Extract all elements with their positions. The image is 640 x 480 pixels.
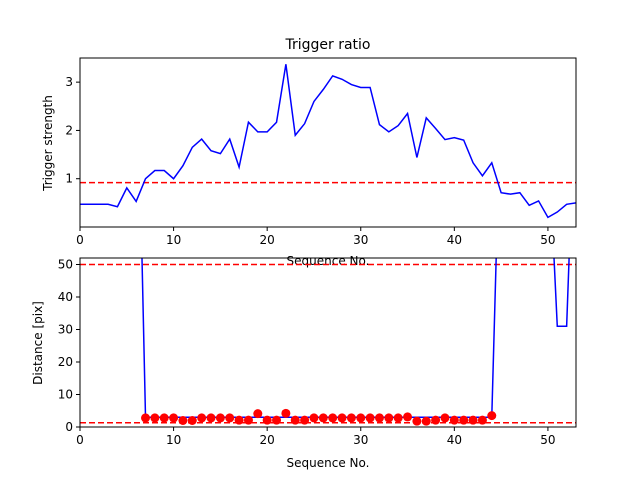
data-point xyxy=(356,413,366,423)
data-point xyxy=(253,409,263,419)
data-point xyxy=(197,413,207,423)
y-tick-label: 10 xyxy=(58,388,73,402)
chart-title: Trigger ratio xyxy=(284,37,370,53)
data-point xyxy=(141,413,151,423)
y-tick-label: 30 xyxy=(58,323,73,337)
x-axis-label: Sequence No. xyxy=(287,254,370,268)
y-tick-label: 0 xyxy=(65,420,73,434)
data-point xyxy=(403,412,413,422)
y-tick-label: 40 xyxy=(58,290,73,304)
data-point xyxy=(262,415,272,425)
y-tick-label: 3 xyxy=(65,75,73,89)
x-axis-label: Sequence No. xyxy=(287,456,370,470)
data-point xyxy=(431,415,441,425)
x-tick-label: 10 xyxy=(166,233,181,247)
data-point xyxy=(234,415,244,425)
data-point xyxy=(272,415,282,425)
x-tick-label: 0 xyxy=(76,233,84,247)
x-tick-label: 10 xyxy=(166,433,181,447)
data-point xyxy=(384,413,394,423)
data-point xyxy=(215,413,225,423)
data-point xyxy=(459,415,469,425)
data-point xyxy=(440,413,450,423)
data-point xyxy=(206,413,216,423)
x-tick-label: 30 xyxy=(353,433,368,447)
data-point xyxy=(178,416,188,425)
data-point xyxy=(150,413,160,423)
plot-data xyxy=(80,258,576,426)
plot-data xyxy=(80,64,576,219)
series-line xyxy=(80,64,576,219)
y-axis-label: Distance [pix] xyxy=(31,301,45,385)
x-tick-label: 40 xyxy=(447,233,462,247)
data-point xyxy=(337,413,347,423)
data-point xyxy=(328,413,338,423)
data-point xyxy=(477,415,487,425)
y-tick-label: 2 xyxy=(65,123,73,137)
data-point xyxy=(468,415,478,425)
distance-axes: Sequence No. Distance [pix] 0 10 20 30 40 50 0… xyxy=(31,257,577,470)
data-point xyxy=(421,416,431,426)
data-point xyxy=(281,408,291,418)
plot-frame xyxy=(79,257,577,428)
data-point xyxy=(365,413,375,423)
data-point xyxy=(290,415,300,425)
data-point xyxy=(487,411,497,421)
x-tick-label: 50 xyxy=(540,233,555,247)
data-point xyxy=(159,413,169,423)
data-point xyxy=(169,413,179,423)
x-tick-label: 20 xyxy=(260,433,275,447)
y-tick-label: 50 xyxy=(58,258,73,272)
x-tick-label: 40 xyxy=(447,433,462,447)
x-tick-label: 0 xyxy=(76,433,84,447)
data-point xyxy=(393,413,403,423)
data-point xyxy=(318,413,328,423)
plot-frame xyxy=(79,57,577,228)
data-point xyxy=(309,413,319,423)
y-tick-label: 20 xyxy=(58,355,73,369)
x-tick-label: 50 xyxy=(540,433,555,447)
x-tick-label: 30 xyxy=(353,233,368,247)
data-point xyxy=(300,415,310,425)
data-point xyxy=(374,413,384,423)
data-point xyxy=(346,413,356,423)
data-point xyxy=(449,415,459,425)
y-tick-label: 1 xyxy=(65,172,73,186)
data-point xyxy=(225,413,235,423)
data-point xyxy=(243,415,253,425)
data-point xyxy=(412,416,422,426)
y-axis-label: Trigger strength xyxy=(41,95,55,192)
data-point xyxy=(187,416,197,425)
x-tick-label: 20 xyxy=(260,233,275,247)
